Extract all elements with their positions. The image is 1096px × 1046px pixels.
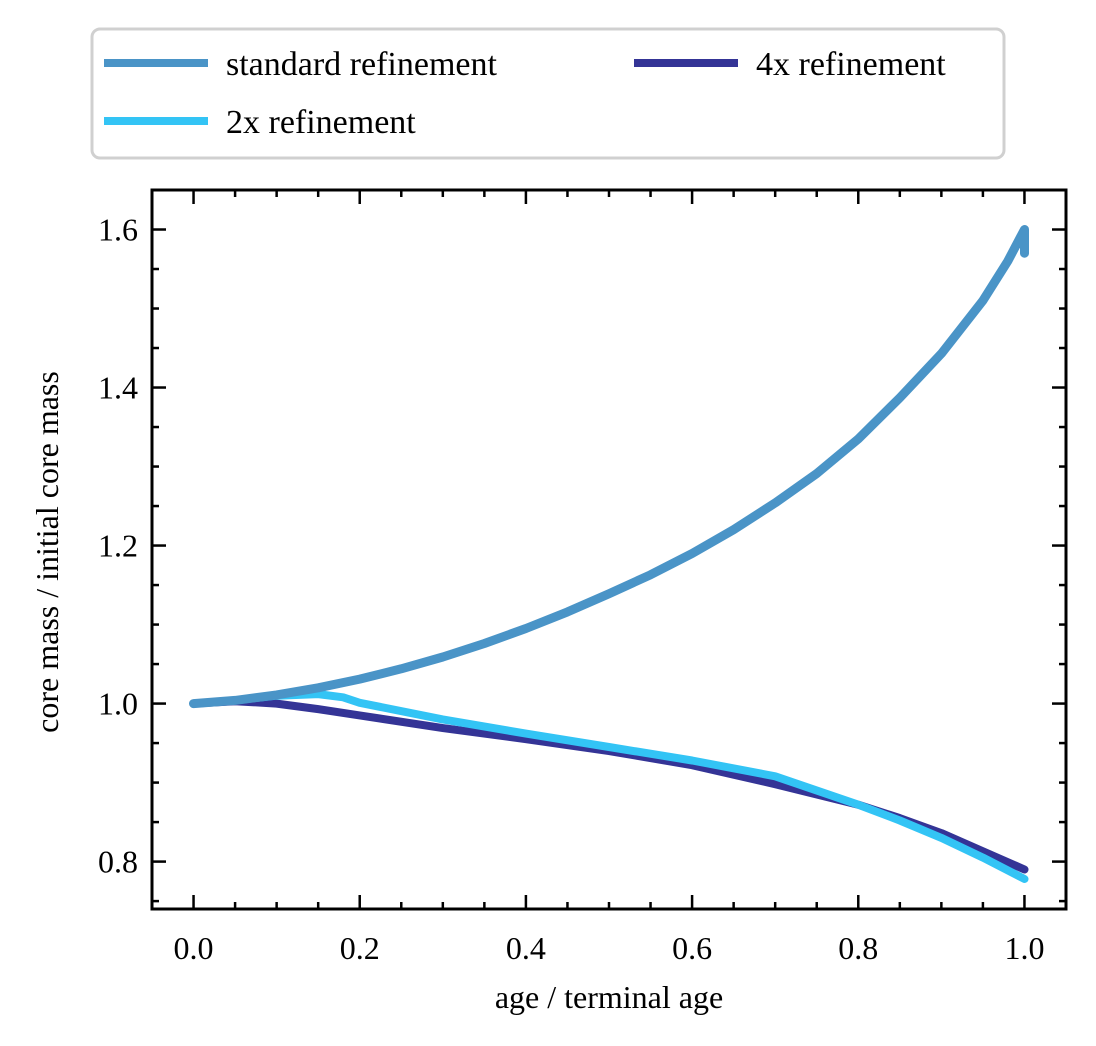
x-tick-label: 0.2 (340, 930, 380, 966)
y-tick-label: 1.4 (98, 370, 138, 406)
legend-label-2x-refinement: 2x refinement (226, 104, 416, 141)
x-tick-label: 0.6 (672, 930, 712, 966)
legend-label-4x-refinement: 4x refinement (756, 46, 946, 83)
plot-frame (150, 188, 1068, 911)
x-axis-label: age / terminal age (495, 979, 723, 1015)
y-tick-label: 0.8 (98, 844, 138, 880)
x-tick-label: 1.0 (1004, 930, 1044, 966)
y-tick-label: 1.6 (98, 212, 138, 248)
y-axis-label: core mass / initial core mass (29, 371, 65, 733)
x-tick-label: 0.0 (174, 930, 214, 966)
x-tick-label: 0.8 (838, 930, 878, 966)
y-tick-label: 1.2 (98, 528, 138, 564)
series-line-4x-refinement (189, 697, 1029, 874)
x-tick-label: 0.4 (506, 930, 546, 966)
legend-entry-2x-refinement: 2x refinement (104, 104, 416, 141)
series-line-standard-refinement (189, 225, 1029, 709)
legend-frame (90, 27, 1006, 160)
legend-label-standard-refinement: standard refinement (226, 46, 497, 83)
legend: standard refinement 2x refinement 4x ref… (90, 27, 1006, 160)
axis-tick-labels: 0.0 0.2 0.4 0.6 0.8 1.0 0.8 1.0 1.2 1.4 1.6 (98, 212, 1044, 966)
axis-ticks (152, 190, 1066, 909)
series-line-2x-refinement (189, 690, 1029, 883)
legend-entry-standard-refinement: standard refinement (104, 46, 497, 83)
legend-entry-4x-refinement: 4x refinement (634, 46, 946, 83)
plot-series (189, 225, 1029, 883)
y-tick-label: 1.0 (98, 686, 138, 722)
